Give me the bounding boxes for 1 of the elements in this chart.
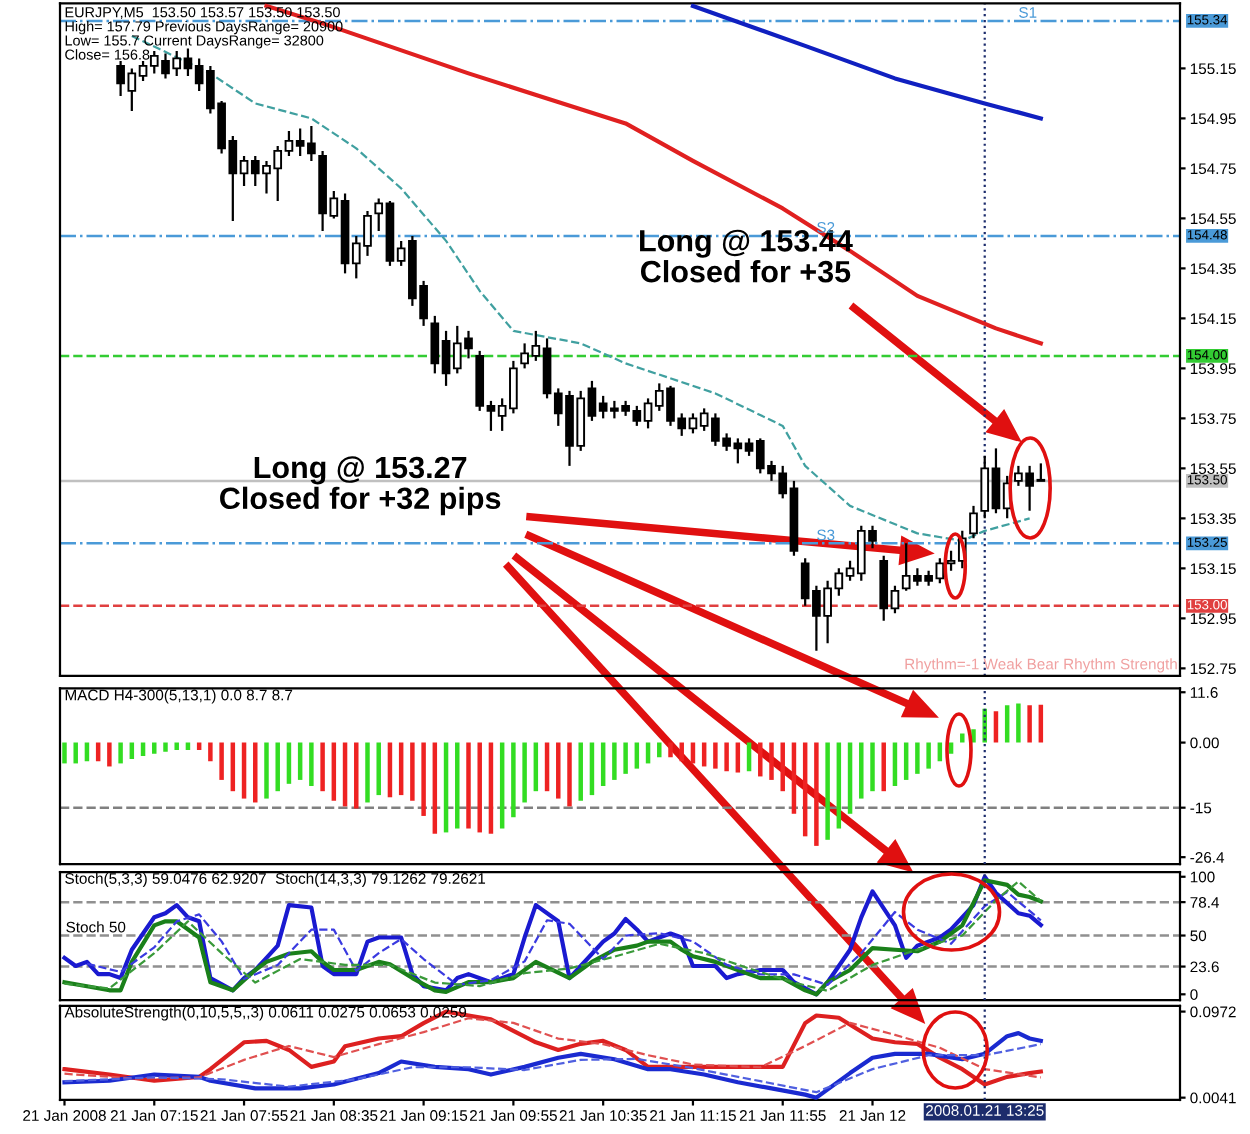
annotation: Long @ 153.27 Closed for +32 pips [220, 456, 501, 516]
